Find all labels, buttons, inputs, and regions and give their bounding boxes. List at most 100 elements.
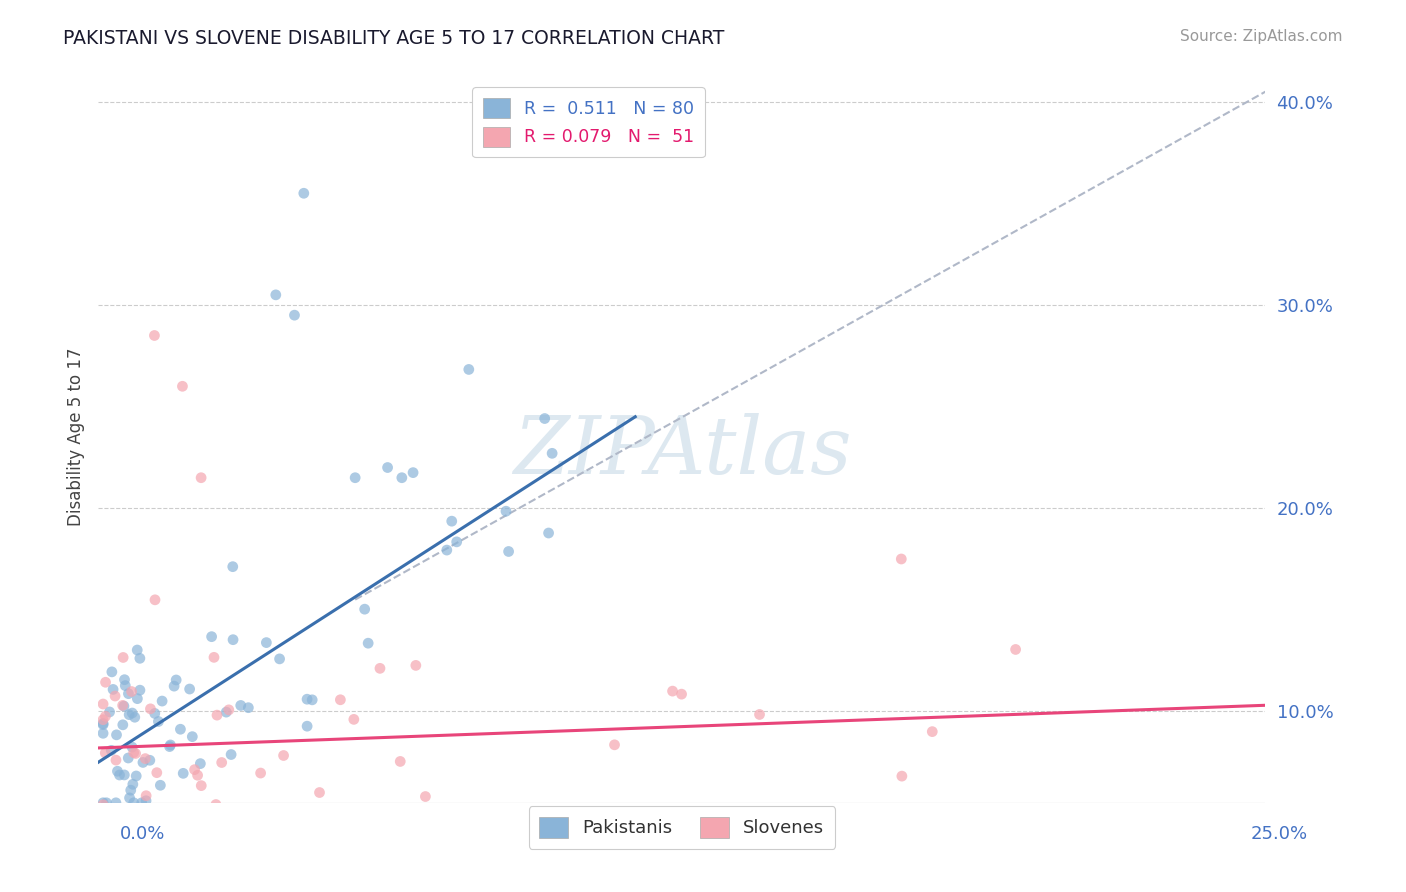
Point <box>148 714 170 729</box>
Point <box>457 362 479 376</box>
Point <box>205 708 228 723</box>
Y-axis label: Disability Age 5 to 17: Disability Age 5 to 17 <box>66 348 84 526</box>
Point <box>143 706 166 721</box>
Point <box>436 543 458 558</box>
Point <box>127 643 149 657</box>
Point <box>446 534 468 549</box>
Point <box>273 748 295 763</box>
Point <box>159 738 181 752</box>
Point <box>498 544 520 558</box>
Point <box>91 717 114 731</box>
Point <box>104 689 127 703</box>
Point <box>205 797 228 812</box>
Point <box>249 766 271 780</box>
Point <box>645 805 668 820</box>
Point <box>163 679 186 693</box>
Point <box>295 692 318 706</box>
Point <box>977 814 1000 829</box>
Point <box>120 783 142 797</box>
Point <box>112 699 135 714</box>
Point <box>135 789 157 803</box>
Text: 25.0%: 25.0% <box>1250 825 1308 843</box>
Point <box>283 308 305 322</box>
Point <box>391 471 413 485</box>
Point <box>101 682 124 697</box>
Point <box>169 723 191 737</box>
Point <box>121 684 143 698</box>
Point <box>160 809 183 823</box>
Point <box>238 700 260 714</box>
Point <box>344 471 367 485</box>
Point <box>254 635 277 649</box>
Point <box>353 602 375 616</box>
Text: 0.0%: 0.0% <box>120 825 165 843</box>
Point <box>143 592 166 607</box>
Point <box>122 746 145 760</box>
Point <box>343 712 366 726</box>
Point <box>91 797 114 812</box>
Point <box>112 650 135 665</box>
Point <box>533 411 555 425</box>
Point <box>188 756 211 771</box>
Point <box>183 763 205 777</box>
Point <box>890 552 912 566</box>
Point <box>218 703 240 717</box>
Point <box>129 683 152 698</box>
Point <box>107 764 129 779</box>
Point <box>124 710 146 724</box>
Text: Source: ZipAtlas.com: Source: ZipAtlas.com <box>1180 29 1343 44</box>
Point <box>117 687 139 701</box>
Point <box>111 718 134 732</box>
Point <box>440 514 463 528</box>
Point <box>166 824 188 838</box>
Point <box>125 769 148 783</box>
Point <box>329 692 352 706</box>
Point <box>131 796 153 810</box>
Point <box>202 650 225 665</box>
Point <box>229 698 252 713</box>
Point <box>139 753 162 767</box>
Text: PAKISTANI VS SLOVENE DISABILITY AGE 5 TO 17 CORRELATION CHART: PAKISTANI VS SLOVENE DISABILITY AGE 5 TO… <box>63 29 724 47</box>
Point <box>94 746 117 760</box>
Point <box>149 778 172 792</box>
Point <box>159 739 181 754</box>
Point <box>292 186 315 201</box>
Point <box>402 466 425 480</box>
Point <box>128 651 150 665</box>
Point <box>121 777 143 791</box>
Point <box>495 504 517 518</box>
Point <box>415 789 437 804</box>
Point <box>112 768 135 782</box>
Point <box>264 288 287 302</box>
Point <box>121 706 143 720</box>
Point <box>150 694 173 708</box>
Point <box>127 691 149 706</box>
Point <box>108 768 131 782</box>
Point <box>134 751 156 765</box>
Point <box>104 753 127 767</box>
Point <box>921 724 943 739</box>
Point <box>269 652 291 666</box>
Point <box>661 684 683 698</box>
Point <box>368 661 391 675</box>
Point <box>219 747 242 762</box>
Point <box>91 726 114 740</box>
Point <box>179 681 201 696</box>
Point <box>100 743 122 757</box>
Point <box>91 796 114 810</box>
Point <box>190 779 212 793</box>
Point <box>201 630 224 644</box>
Point <box>98 705 121 719</box>
Point <box>541 446 564 460</box>
Point <box>118 791 141 805</box>
Point <box>295 719 318 733</box>
Point <box>114 679 136 693</box>
Point <box>357 636 380 650</box>
Point <box>215 705 238 719</box>
Point <box>165 673 187 687</box>
Point <box>124 747 146 761</box>
Point <box>96 796 118 810</box>
Point <box>91 713 114 727</box>
Point <box>211 756 233 770</box>
Point <box>222 559 245 574</box>
